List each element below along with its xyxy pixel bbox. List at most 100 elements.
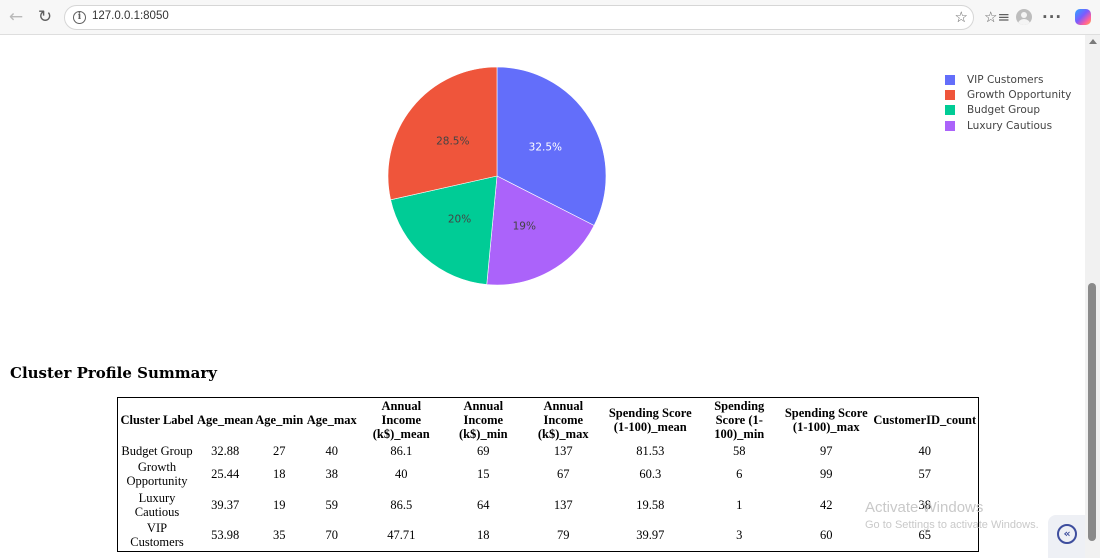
pie-slice-label: 32.5% [529,141,562,153]
windows-activation-watermark: Activate Windows Go to Settings to activ… [865,499,1039,531]
legend-item[interactable]: Budget Group [945,103,1071,118]
browser-toolbar: ← ↻ i 127.0.0.1:8050 ☆ ☆≡ ··· [0,0,1100,35]
table-cell: 64 [477,497,490,512]
legend-label: Budget Group [967,104,1041,117]
copilot-icon[interactable] [1073,7,1093,27]
column-header: Spending Score (1-100)_max [784,406,868,434]
table-cell: 38 [325,467,339,482]
column-header: Age_mean [197,413,254,427]
pie-svg: 32.5% 19% 20% 28.5% [387,66,607,286]
table-cell: 18 [273,467,286,482]
table-header-row: Cluster Label Age_mean Age_min Age_max A… [118,398,978,442]
pie-slice-luxury-cautious[interactable] [486,175,595,286]
legend-item[interactable]: Luxury Cautious [945,118,1071,133]
table-cell: 32.88 [211,443,240,458]
table-cell: Budget Group [121,443,193,458]
legend-swatch [945,105,955,116]
legend-label: VIP Customers [967,73,1044,86]
table-cell: 97 [820,443,833,458]
reload-icon[interactable]: ↻ [37,7,53,27]
url-text[interactable]: 127.0.0.1:8050 [92,10,169,22]
table-cell: 59 [325,497,339,512]
double-chevron-left-icon: « [1057,524,1077,544]
table-cell: 39.37 [211,497,240,512]
column-header: Age_min [255,413,304,427]
favorites-icon[interactable]: ☆≡ [984,8,1011,26]
table-cell: 70 [325,528,339,543]
cluster-profile-table: Cluster Label Age_mean Age_min Age_max A… [117,397,980,552]
column-header: Annual Income (k$)_min [458,399,508,441]
back-arrow-icon[interactable]: ← [8,7,24,27]
pie-slice-budget-group[interactable] [390,175,498,285]
table-cell: 18 [477,528,490,543]
table-cell: 69 [477,443,490,458]
table-cell: 137 [553,497,573,512]
table-cell: 1 [736,497,743,512]
column-header: CustomerID_count [873,413,977,427]
column-header: Spending Score (1-100)_min [714,399,765,441]
table-cell: 19 [273,497,286,512]
table-cell: 137 [553,443,573,458]
legend-item[interactable]: VIP Customers [945,72,1071,87]
legend-swatch [945,120,955,131]
table-cell: 58 [733,443,746,458]
scroll-thumb[interactable] [1088,283,1096,541]
table-cell: 60 [820,528,833,543]
pie-slice-growth-opportunity[interactable] [387,66,498,201]
table-cell: VIP Customers [130,521,184,550]
table-cell: 53.98 [211,528,240,543]
table-row: Budget Group 32.88 27 40 86.1 69 137 81.… [118,442,978,459]
table-cell: 86.5 [390,497,413,512]
sidebar-toggle-button[interactable]: « [1048,515,1085,558]
column-header: Age_max [306,413,357,427]
site-info-icon[interactable]: i [73,11,86,24]
table-cell: 86.1 [390,443,413,458]
legend-label: Luxury Cautious [967,119,1053,132]
table-cell: 19.58 [636,497,665,512]
address-bar[interactable]: i 127.0.0.1:8050 ☆ [64,5,974,30]
pie-slice-label: 20% [448,214,471,226]
column-header: Cluster Label [120,413,194,427]
pie-slice-vip-customers[interactable] [496,66,607,226]
table-cell: 3 [736,528,743,543]
table-cell: 99 [820,467,833,482]
page-scrollbar[interactable] [1085,35,1100,558]
table-cell: 67 [557,467,570,482]
table-cell: 40 [395,467,408,482]
table-cell: 65 [918,528,932,543]
summary-title: Cluster Profile Summary [10,364,217,382]
legend-swatch [945,74,955,85]
table-cell: 79 [557,528,570,543]
column-header: Annual Income (k$)_mean [372,399,430,441]
table-cell: 6 [736,467,743,482]
watermark-title: Activate Windows [865,499,984,516]
pie-slice-label: 28.5% [436,136,469,148]
watermark-subtitle: Go to Settings to activate Windows. [865,519,1039,531]
table-cell: 38 [918,497,932,512]
legend-label: Growth Opportunity [967,89,1072,102]
column-header: Spending Score (1-100)_mean [608,406,692,434]
table-cell: Luxury Cautious [134,490,180,519]
table-row: Growth Opportunity 25.44 18 38 40 15 67 … [118,459,978,490]
cluster-pie-chart: 32.5% 19% 20% 28.5% [0,36,1085,356]
table-cell: 15 [477,467,490,482]
table-cell: 27 [273,443,286,458]
table-cell: 60.3 [639,467,662,482]
table-cell: Growth Opportunity [126,460,188,489]
table-cell: 40 [325,443,339,458]
legend-item[interactable]: Growth Opportunity [945,87,1071,102]
table-cell: 39.97 [636,528,665,543]
favorite-star-icon[interactable]: ☆ [954,8,968,26]
table-cell: 35 [273,528,286,543]
scroll-up-arrow-icon[interactable] [1089,39,1097,44]
table-cell: 47.71 [387,528,416,543]
chart-legend[interactable]: VIP Customers Growth Opportunity Budget Gr… [945,72,1071,134]
profile-avatar-icon[interactable] [1013,7,1033,27]
table-cell: 42 [820,497,833,512]
table-row: Luxury Cautious 39.37 19 59 86.5 64 137 … [118,490,978,521]
more-options-icon[interactable]: ··· [1042,8,1063,26]
table-cell: 81.53 [636,443,665,458]
table-cell: 57 [918,467,932,482]
legend-swatch [945,90,955,101]
column-header: Annual Income (k$)_max [537,399,589,441]
